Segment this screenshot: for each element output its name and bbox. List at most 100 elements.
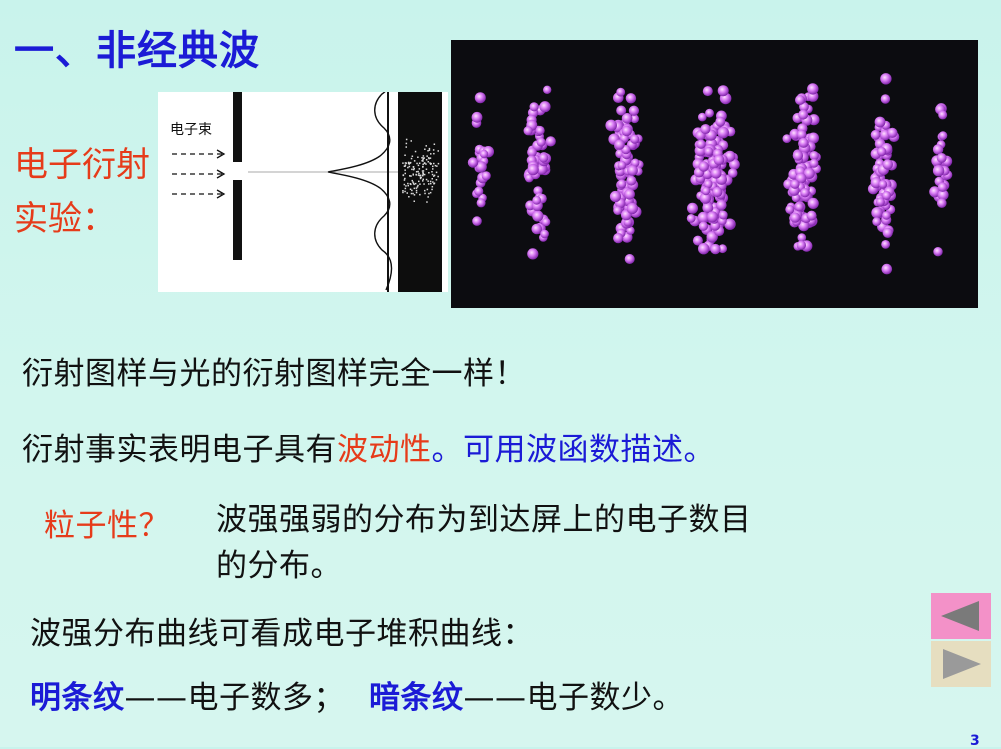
film-speck xyxy=(434,164,437,167)
film-speck xyxy=(411,168,413,171)
electron-dot xyxy=(713,154,725,166)
electron-dot xyxy=(782,134,792,143)
film-speck xyxy=(427,196,429,198)
electron-dot xyxy=(929,186,941,198)
film-speck xyxy=(417,174,420,176)
film-speck xyxy=(425,145,427,147)
electron-dot xyxy=(807,83,819,95)
film-speck xyxy=(417,164,420,167)
text-line-2: 衍射事实表明电子具有波动性。可用波函数描述。 xyxy=(22,424,715,469)
film-speck xyxy=(433,175,435,177)
film-speck xyxy=(402,174,405,176)
film-speck xyxy=(416,162,418,165)
film-speck xyxy=(410,175,412,177)
electron-dot xyxy=(807,197,819,209)
electron-dot xyxy=(785,204,795,214)
electron-dot xyxy=(800,188,810,198)
text-line-1: 衍射图样与光的衍射图样完全一样！ xyxy=(22,356,526,392)
electron-dot xyxy=(881,240,890,249)
electron-dot xyxy=(545,136,556,147)
film-speck xyxy=(415,174,418,176)
film-speck xyxy=(431,188,433,191)
electron-dot xyxy=(536,137,546,147)
dark-fringe-desc: ——电子数少。 xyxy=(463,680,684,716)
film-speck xyxy=(414,150,417,153)
film-speck xyxy=(428,149,431,151)
electron-dot xyxy=(936,153,947,163)
film-speck xyxy=(423,162,426,165)
electron-dot xyxy=(626,202,638,215)
film-speck xyxy=(427,180,429,182)
film-speck xyxy=(433,152,435,155)
film-speck xyxy=(422,173,424,176)
film-speck xyxy=(430,153,432,155)
film-speck xyxy=(423,157,425,159)
film-speck xyxy=(405,185,407,187)
film-speck xyxy=(415,171,418,173)
film-speck xyxy=(433,174,436,177)
film-speck xyxy=(437,175,439,178)
electron-dot xyxy=(699,192,712,204)
slit-lower xyxy=(233,180,242,260)
film-speck xyxy=(435,179,438,181)
electron-dot xyxy=(609,190,622,203)
electron-dot xyxy=(807,132,819,144)
film-speck xyxy=(415,191,418,194)
film-speck xyxy=(425,163,427,165)
electron-dot xyxy=(696,139,706,149)
film-speck xyxy=(431,186,434,188)
film-speck xyxy=(433,143,436,145)
film-speck xyxy=(413,160,416,162)
film-speck xyxy=(431,171,433,173)
electron-dot xyxy=(938,110,948,120)
slit-upper xyxy=(233,90,242,162)
slide-title: 一、非经典波 xyxy=(14,28,260,74)
electron-dot xyxy=(795,172,807,184)
electron-dot xyxy=(468,157,478,168)
film-speck xyxy=(410,140,412,142)
electron-dot xyxy=(790,212,801,223)
film-speck xyxy=(428,192,430,195)
film-speck xyxy=(412,173,414,175)
electron-dot xyxy=(880,94,891,104)
film-speck xyxy=(419,183,421,185)
film-speck xyxy=(422,178,424,181)
electron-dot xyxy=(621,113,633,124)
electron-dot xyxy=(625,93,637,104)
electron-dot xyxy=(796,129,807,140)
text-line-3b: 的分布。 xyxy=(216,548,342,584)
electron-dot xyxy=(532,195,542,205)
film-speck xyxy=(421,170,424,172)
electron-dot xyxy=(613,206,623,215)
film-speck xyxy=(407,182,409,185)
film-speck xyxy=(421,160,423,162)
film-speck xyxy=(413,183,415,186)
electron-dot xyxy=(481,171,491,181)
film-speck xyxy=(404,177,406,180)
film-speck xyxy=(408,165,411,168)
electron-dot xyxy=(605,119,617,132)
film-speck xyxy=(409,183,412,185)
film-speck xyxy=(422,174,424,177)
film-speck xyxy=(422,163,424,166)
film-speck xyxy=(419,177,422,180)
film-speck xyxy=(426,201,428,203)
electron-dot xyxy=(705,108,714,118)
next-slide-button[interactable] xyxy=(931,641,991,687)
beam-label: 电子束 xyxy=(170,122,212,138)
text-line-4: 波强分布曲线可看成电子堆积曲线： xyxy=(30,616,534,652)
film-speck xyxy=(402,191,404,194)
prev-slide-button[interactable] xyxy=(931,593,991,639)
electron-dot xyxy=(531,223,543,235)
electron-dot xyxy=(798,137,809,148)
electron-dot xyxy=(540,229,549,239)
film-speck xyxy=(408,196,410,198)
electron-dot xyxy=(687,202,698,214)
triangle-right-icon xyxy=(943,649,981,679)
film-speck xyxy=(409,162,411,164)
film-speck xyxy=(414,182,417,185)
film-speck xyxy=(424,189,426,192)
electron-dot xyxy=(717,126,729,139)
film-speck xyxy=(430,182,432,185)
film-speck xyxy=(422,180,424,182)
